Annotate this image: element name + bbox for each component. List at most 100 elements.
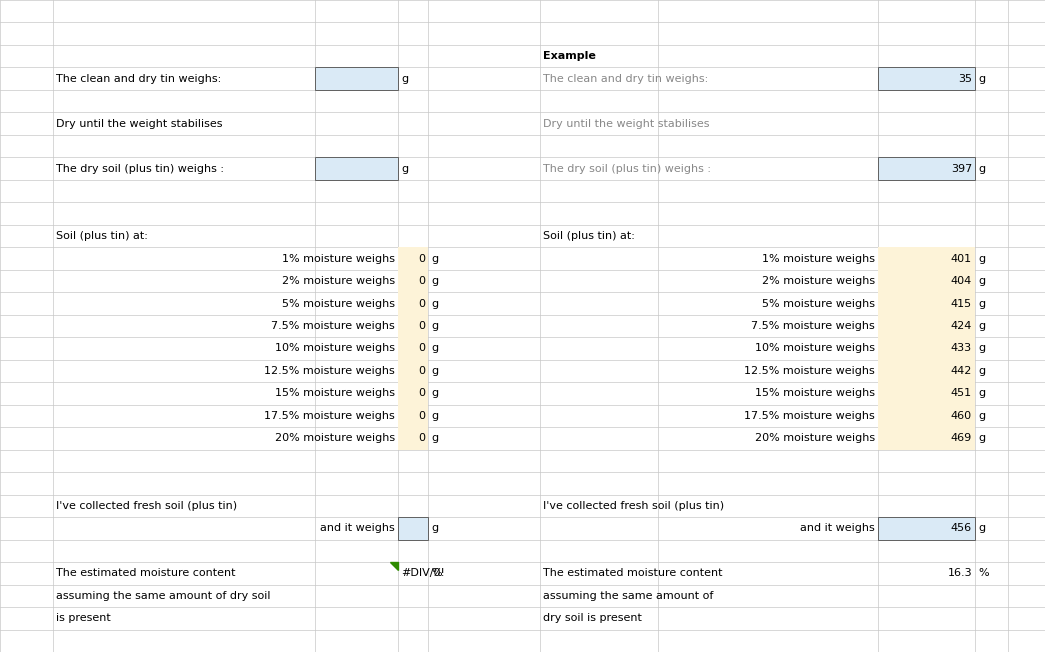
Text: g: g: [431, 299, 438, 308]
Text: Dry until the weight stabilises: Dry until the weight stabilises: [543, 119, 710, 128]
Text: 35: 35: [958, 74, 972, 83]
Bar: [398, 247, 428, 270]
Bar: [878, 157, 975, 180]
Text: I've collected fresh soil (plus tin): I've collected fresh soil (plus tin): [543, 501, 724, 511]
Bar: [878, 405, 975, 427]
Bar: [878, 247, 975, 270]
Text: g: g: [431, 389, 438, 398]
Text: 424: 424: [951, 321, 972, 331]
Text: g: g: [431, 434, 438, 443]
Text: The clean and dry tin weighs:: The clean and dry tin weighs:: [56, 74, 222, 83]
Text: 7.5% moisture weighs: 7.5% moisture weighs: [272, 321, 395, 331]
Text: g: g: [978, 321, 985, 331]
Text: 0: 0: [418, 299, 425, 308]
Bar: [398, 292, 428, 315]
Bar: [398, 315, 428, 337]
Text: 0: 0: [418, 276, 425, 286]
Text: 433: 433: [951, 344, 972, 353]
Text: 15% moisture weighs: 15% moisture weighs: [275, 389, 395, 398]
Bar: [398, 517, 428, 540]
Text: #DIV/0!: #DIV/0!: [401, 569, 445, 578]
Bar: [398, 270, 428, 292]
Text: 12.5% moisture weighs: 12.5% moisture weighs: [744, 366, 875, 376]
Text: g: g: [401, 74, 409, 83]
Text: 17.5% moisture weighs: 17.5% moisture weighs: [744, 411, 875, 421]
Text: Dry until the weight stabilises: Dry until the weight stabilises: [56, 119, 223, 128]
Text: g: g: [431, 366, 438, 376]
Text: Example: Example: [543, 52, 596, 61]
Text: g: g: [978, 366, 985, 376]
Bar: [398, 427, 428, 450]
Text: g: g: [431, 321, 438, 331]
Text: 20% moisture weighs: 20% moisture weighs: [275, 434, 395, 443]
Text: assuming the same amount of dry soil: assuming the same amount of dry soil: [56, 591, 271, 600]
Text: 0: 0: [418, 344, 425, 353]
Text: dry soil is present: dry soil is present: [543, 614, 642, 623]
Text: 0: 0: [418, 321, 425, 331]
Text: %: %: [978, 569, 989, 578]
Bar: [315, 157, 398, 180]
Text: 442: 442: [951, 366, 972, 376]
Bar: [878, 292, 975, 315]
Text: g: g: [431, 411, 438, 421]
Text: 1% moisture weighs: 1% moisture weighs: [762, 254, 875, 263]
Text: %: %: [431, 569, 442, 578]
Text: g: g: [431, 344, 438, 353]
Bar: [398, 337, 428, 360]
Text: g: g: [978, 434, 985, 443]
Bar: [398, 405, 428, 427]
Text: g: g: [978, 254, 985, 263]
Bar: [878, 360, 975, 382]
Text: g: g: [431, 276, 438, 286]
Text: I've collected fresh soil (plus tin): I've collected fresh soil (plus tin): [56, 501, 237, 511]
Text: g: g: [401, 164, 409, 173]
Text: 10% moisture weighs: 10% moisture weighs: [754, 344, 875, 353]
Bar: [398, 360, 428, 382]
Bar: [398, 382, 428, 405]
Text: Soil (plus tin) at:: Soil (plus tin) at:: [543, 231, 635, 241]
Bar: [878, 315, 975, 337]
Text: assuming the same amount of: assuming the same amount of: [543, 591, 714, 600]
Bar: [315, 67, 398, 90]
Bar: [398, 517, 428, 540]
Text: g: g: [978, 389, 985, 398]
Text: The estimated moisture content: The estimated moisture content: [56, 569, 235, 578]
Text: 17.5% moisture weighs: 17.5% moisture weighs: [264, 411, 395, 421]
Text: g: g: [978, 344, 985, 353]
Text: 397: 397: [951, 164, 972, 173]
Text: The clean and dry tin weighs:: The clean and dry tin weighs:: [543, 74, 709, 83]
Text: 456: 456: [951, 524, 972, 533]
Text: 0: 0: [418, 366, 425, 376]
Text: 10% moisture weighs: 10% moisture weighs: [275, 344, 395, 353]
Bar: [315, 67, 398, 90]
Text: g: g: [978, 164, 985, 173]
Bar: [315, 157, 398, 180]
Text: 0: 0: [418, 254, 425, 263]
Bar: [878, 337, 975, 360]
Bar: [878, 382, 975, 405]
Text: 460: 460: [951, 411, 972, 421]
Text: and it weighs: and it weighs: [320, 524, 395, 533]
Text: 404: 404: [951, 276, 972, 286]
Text: g: g: [431, 524, 438, 533]
Text: 16.3: 16.3: [948, 569, 972, 578]
Text: 0: 0: [418, 434, 425, 443]
Bar: [878, 67, 975, 90]
Text: The dry soil (plus tin) weighs :: The dry soil (plus tin) weighs :: [56, 164, 224, 173]
Text: 15% moisture weighs: 15% moisture weighs: [754, 389, 875, 398]
Text: 1% moisture weighs: 1% moisture weighs: [282, 254, 395, 263]
Text: g: g: [978, 524, 985, 533]
Bar: [878, 157, 975, 180]
Text: g: g: [978, 74, 985, 83]
Text: 5% moisture weighs: 5% moisture weighs: [762, 299, 875, 308]
Bar: [878, 517, 975, 540]
Text: 451: 451: [951, 389, 972, 398]
Text: Soil (plus tin) at:: Soil (plus tin) at:: [56, 231, 148, 241]
Polygon shape: [390, 562, 398, 570]
Text: g: g: [978, 276, 985, 286]
Text: 0: 0: [418, 389, 425, 398]
Text: 20% moisture weighs: 20% moisture weighs: [754, 434, 875, 443]
Bar: [878, 270, 975, 292]
Text: 7.5% moisture weighs: 7.5% moisture weighs: [751, 321, 875, 331]
Text: g: g: [431, 254, 438, 263]
